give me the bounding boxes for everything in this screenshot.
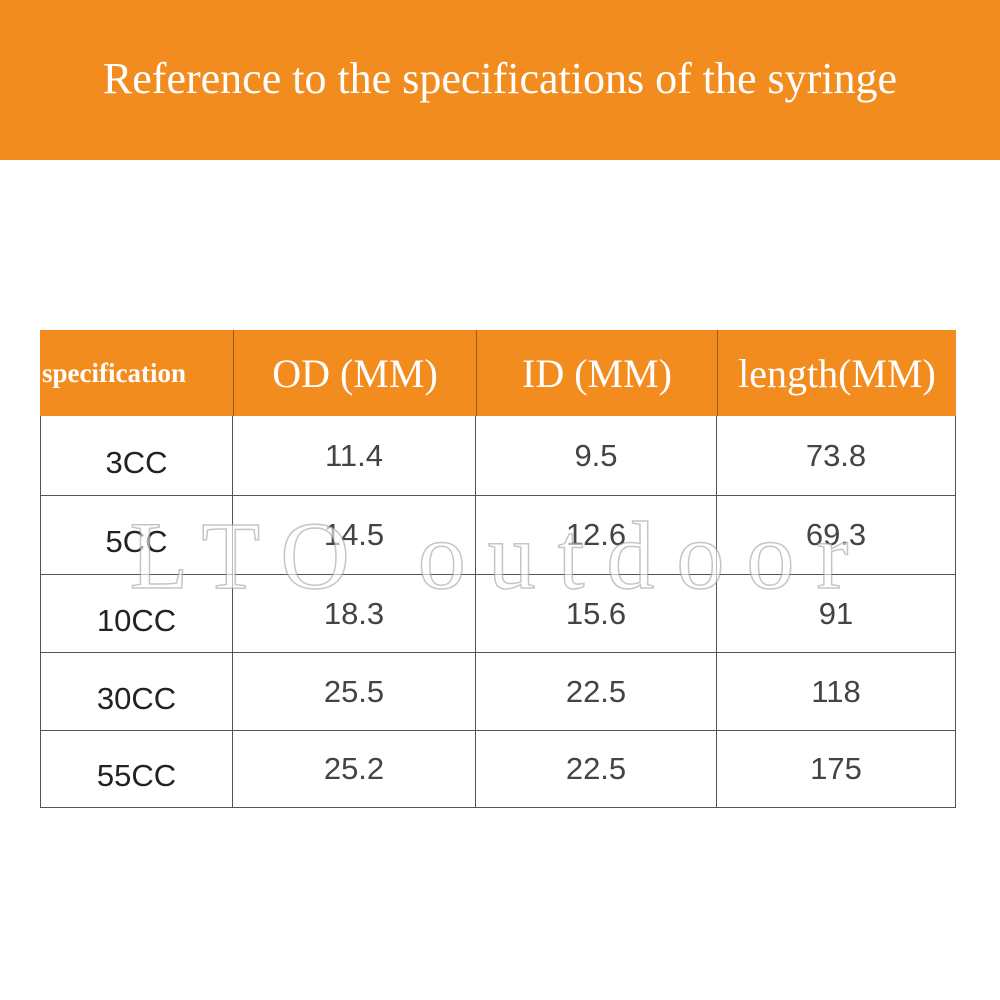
table-cell: 175 [717, 731, 956, 808]
table-cell: 11.4 [233, 416, 476, 496]
table-row: 5CC 14.5 12.6 69.3 [40, 496, 956, 575]
header-cell: OD (MM) [233, 330, 476, 416]
table-cell: 9.5 [476, 416, 717, 496]
table-cell: 14.5 [233, 496, 476, 575]
table-cell: 73.8 [717, 416, 956, 496]
table-cell: 91 [717, 575, 956, 653]
table-cell: 22.5 [476, 653, 717, 731]
header-row: specification OD (MM) ID (MM) length(MM) [40, 330, 956, 416]
table-cell: 10CC [40, 575, 233, 653]
banner: Reference to the specifications of the s… [0, 0, 1000, 160]
table-cell: 25.5 [233, 653, 476, 731]
header-cell: specification [42, 357, 186, 388]
banner-title: Reference to the specifications of the s… [102, 54, 898, 103]
table-cell: 55CC [40, 731, 233, 808]
table-row: 55CC 25.2 22.5 175 [40, 731, 956, 808]
table-cell: 25.2 [233, 731, 476, 808]
table-cell: 15.6 [476, 575, 717, 653]
table-cell: 30CC [40, 653, 233, 731]
header-cell: length(MM) [717, 330, 956, 416]
table-row: 10CC 18.3 15.6 91 [40, 575, 956, 653]
table-row: 3CC 11.4 9.5 73.8 [40, 416, 956, 496]
table-cell: 3CC [40, 416, 233, 496]
table-cell: 12.6 [476, 496, 717, 575]
table-row: 30CC 25.5 22.5 118 [40, 653, 956, 731]
table-cell: 18.3 [233, 575, 476, 653]
header-cell: ID (MM) [476, 330, 717, 416]
table-cell: 5CC [40, 496, 233, 575]
table-cell: 22.5 [476, 731, 717, 808]
table-cell: 69.3 [717, 496, 956, 575]
table-cell: 118 [717, 653, 956, 731]
